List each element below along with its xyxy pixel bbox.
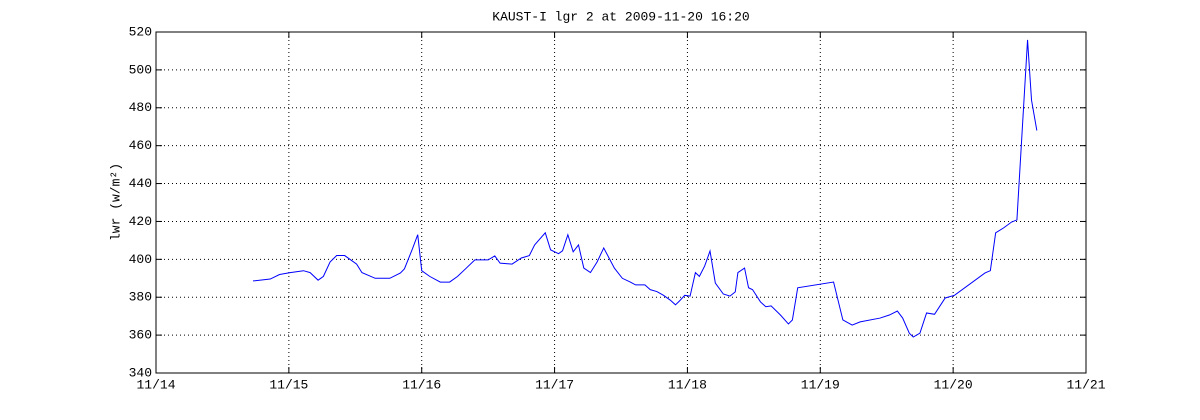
x-tick-label: 11/14 [136,377,175,392]
y-tick-label: 360 [129,328,152,343]
x-tick-label: 11/19 [801,377,840,392]
y-tick-label: 380 [129,290,152,305]
y-tick-label: 440 [129,176,152,191]
x-tick-label: 11/20 [934,377,973,392]
x-tick-label: 11/21 [1066,377,1105,392]
y-tick-label: 340 [129,365,152,380]
x-tick-label: 11/15 [269,377,308,392]
data-line [252,39,1038,338]
chart-title: KAUST-I lgr 2 at 2009-11-20 16:20 [492,9,749,24]
y-tick-label: 460 [129,138,152,153]
y-tick-label: 520 [129,24,152,39]
y-axis-label: lwr (w/m²) [108,163,123,241]
y-tick-label: 400 [129,252,152,267]
x-tick-label: 11/18 [668,377,707,392]
y-tick-label: 420 [129,214,152,229]
y-tick-label: 480 [129,100,152,115]
y-tick-label: 500 [129,62,152,77]
x-tick-label: 11/16 [402,377,441,392]
plot-frame [155,31,1087,374]
x-tick-label: 11/17 [535,377,574,392]
